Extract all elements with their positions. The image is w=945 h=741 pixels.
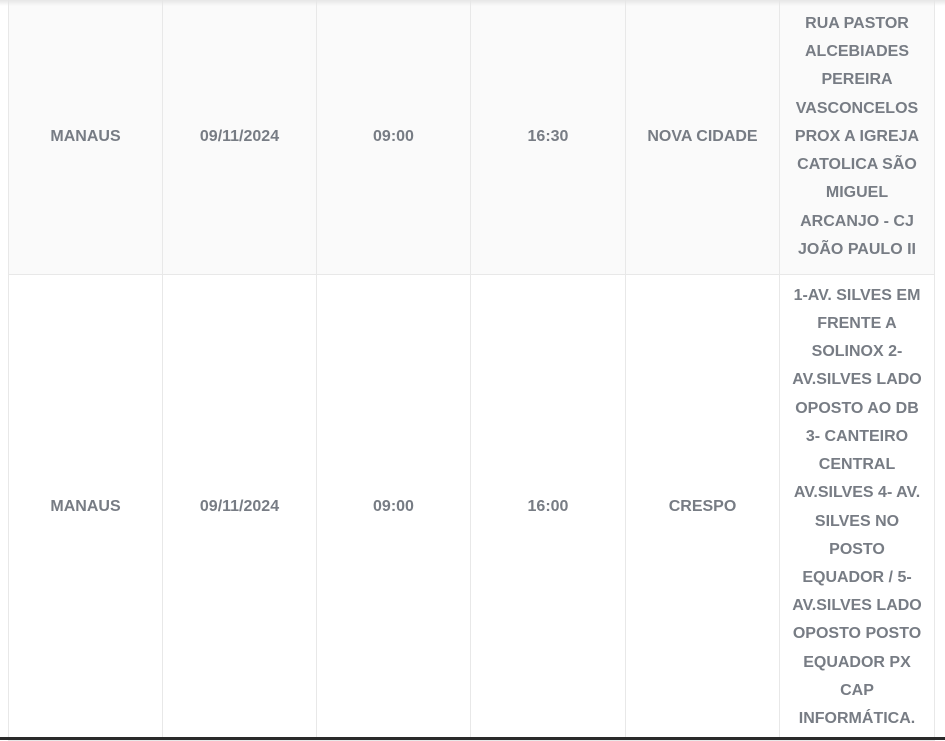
cell-end-time: 16:00	[470, 274, 626, 741]
cell-start-time: 09:00	[316, 274, 471, 741]
cell-date: 09/11/2024	[162, 0, 317, 275]
cell-city: MANAUS	[8, 0, 163, 275]
schedule-table: MANAUS 09/11/2024 09:00 16:30 NOVA CIDAD…	[8, 0, 935, 741]
top-shadow	[0, 0, 945, 6]
cell-neighborhood: NOVA CIDADE	[625, 0, 780, 275]
cell-city: MANAUS	[8, 274, 163, 741]
bottom-edge	[0, 737, 945, 740]
table-row: MANAUS 09/11/2024 09:00 16:00 CRESPO 1-A…	[8, 274, 935, 741]
cell-neighborhood: CRESPO	[625, 274, 780, 741]
table-row: MANAUS 09/11/2024 09:00 16:30 NOVA CIDAD…	[8, 0, 935, 275]
cell-address: RUA PASTOR ALCEBIADES PEREIRA VASCONCELO…	[779, 0, 935, 275]
cell-address: 1-AV. SILVES EM FRENTE A SOLINOX 2- AV.S…	[779, 274, 935, 741]
cell-end-time: 16:30	[470, 0, 626, 275]
cell-date: 09/11/2024	[162, 274, 317, 741]
cell-start-time: 09:00	[316, 0, 471, 275]
